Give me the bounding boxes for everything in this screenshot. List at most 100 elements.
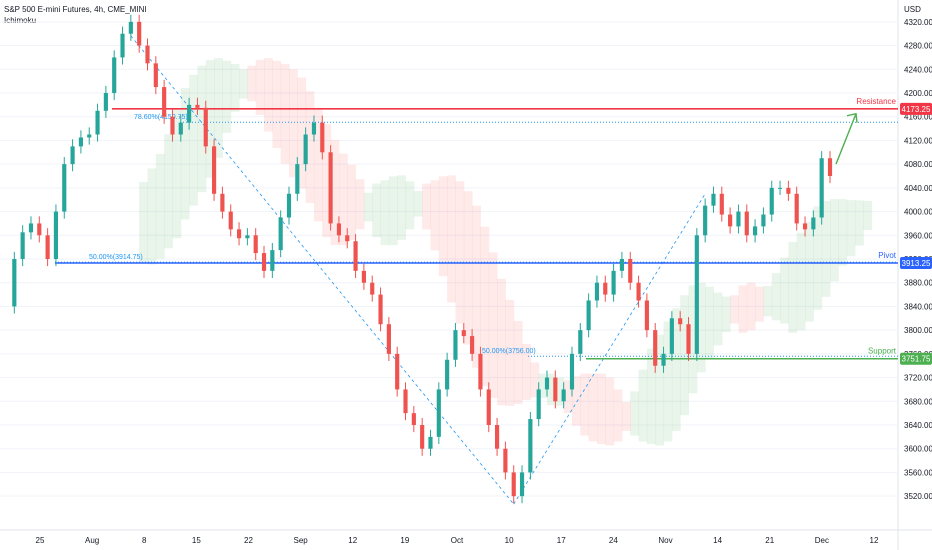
candle-body — [178, 122, 183, 135]
cloud-segment — [555, 377, 565, 406]
time-axis[interactable]: 25 Aug 8 15 22 Sep 12 19 Oct 10 17 24 Nov 14 21 Dec 12 — [36, 536, 879, 545]
time-tick-label: Sep — [294, 536, 309, 545]
price-tick-label: 3720.00 — [904, 374, 932, 383]
candle-body — [270, 250, 275, 271]
cloud-segment — [505, 299, 515, 406]
cloud-segment — [713, 292, 723, 346]
candle-body — [528, 419, 533, 473]
price-tick-label: 3560.00 — [904, 468, 932, 477]
fib-diagonal-down — [130, 35, 515, 505]
cloud-segment — [230, 64, 240, 112]
candle-body — [170, 116, 175, 135]
cloud-segment — [588, 373, 598, 442]
cloud-segment — [322, 124, 332, 238]
cloud-segment — [388, 176, 398, 246]
price-axis[interactable]: USD4320.004280.004240.004200.004160.0041… — [900, 5, 932, 501]
cloud-segment — [580, 373, 590, 436]
level-name-support: Support — [868, 347, 897, 356]
cloud-segment — [538, 373, 548, 398]
cloud-segment — [796, 232, 806, 331]
price-tick-label: 3800.00 — [904, 326, 932, 335]
time-tick-label: Nov — [658, 536, 672, 545]
candle-body — [245, 235, 250, 239]
projection-arrow-shaft — [835, 113, 857, 165]
cloud-segment — [363, 192, 373, 222]
cloud-segment — [813, 206, 823, 310]
price-tick-label: 4120.00 — [904, 136, 932, 145]
cloud-segment — [805, 221, 814, 322]
price-tick-label: 4200.00 — [904, 89, 932, 98]
price-tick-label: 3640.00 — [904, 421, 932, 430]
cloud-segment — [147, 168, 157, 265]
candle-body — [95, 110, 100, 135]
time-tick-label: 17 — [557, 536, 566, 545]
cloud-segment — [205, 60, 215, 178]
cloud-segment — [721, 296, 731, 333]
cloud-segment — [380, 180, 390, 246]
cloud-segment — [530, 362, 540, 398]
candle-body — [678, 318, 683, 325]
cloud-segment — [497, 278, 506, 406]
candle-body — [569, 353, 575, 390]
price-tick-label: 4000.00 — [904, 208, 932, 217]
candle-body — [819, 158, 824, 218]
cloud-segment — [522, 343, 531, 400]
time-tick-label: 22 — [244, 536, 253, 545]
candle-body — [128, 21, 133, 34]
candle-body — [561, 389, 566, 402]
candle-body — [445, 359, 450, 390]
candle-body — [53, 211, 59, 259]
time-tick-label: 12 — [348, 536, 357, 545]
price-tick-label: 4240.00 — [904, 65, 932, 74]
cloud-segment — [247, 65, 257, 102]
candle-body — [703, 205, 708, 236]
cloud-segment — [547, 373, 556, 406]
candle-body — [753, 226, 758, 236]
cloud-segment — [272, 60, 282, 149]
level-price-tag — [900, 257, 932, 270]
indicator-label: Ichimoku — [4, 16, 37, 25]
candle-body — [436, 389, 441, 437]
cloud-segment — [488, 252, 498, 398]
candle-body — [311, 122, 317, 135]
cloud-segment — [746, 282, 756, 331]
price-tick-label: 4280.00 — [904, 42, 932, 51]
cloud-segment — [688, 285, 698, 394]
cloud-segment — [288, 69, 298, 178]
level-name-resistance: Resistance — [856, 97, 896, 106]
candle-body — [553, 377, 558, 402]
candle-body — [112, 57, 117, 93]
cloud-segment — [305, 91, 315, 204]
candle-body — [478, 353, 483, 390]
candle-body — [78, 137, 83, 147]
candle-body — [736, 211, 741, 227]
candle-body — [686, 324, 691, 354]
candle-body — [619, 259, 624, 271]
candle-body — [761, 214, 766, 227]
cloud-segment — [513, 320, 523, 404]
cloud-segment — [613, 389, 623, 442]
cloud-segment — [596, 373, 606, 445]
cloud-segment — [164, 134, 173, 249]
cloud-segment — [830, 199, 839, 282]
cloud-segment — [222, 60, 232, 133]
candle-body — [162, 87, 167, 117]
candle-body — [636, 282, 641, 301]
cloud-segment — [214, 58, 223, 158]
cloud-segment — [355, 179, 365, 230]
cloud-segment — [605, 377, 615, 446]
fib-level-label: 50.00%(3914.75) — [89, 254, 143, 261]
cloud-segment — [621, 401, 631, 431]
candle-body — [586, 300, 591, 331]
cloud-segment — [313, 107, 323, 222]
candle-body — [719, 193, 724, 215]
cloud-segment — [563, 380, 573, 414]
candle-body — [536, 389, 541, 420]
candle-body — [611, 270, 616, 295]
ichimoku-cloud — [139, 58, 873, 446]
cloud-segment — [780, 257, 789, 324]
candle-body — [827, 158, 833, 176]
time-tick-label: 14 — [713, 536, 722, 545]
